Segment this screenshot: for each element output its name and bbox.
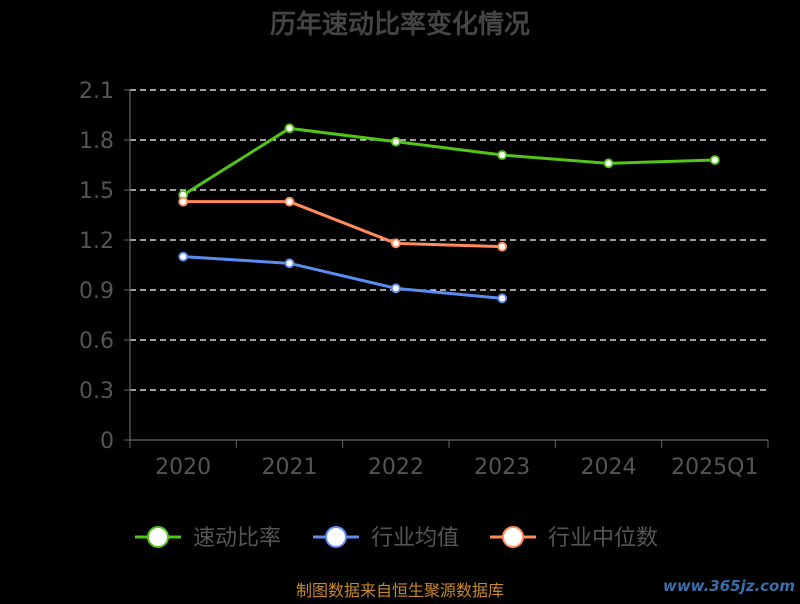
y-tick-label-3: 0.9 (79, 279, 114, 304)
data-point-0-4[interactable] (603, 158, 614, 169)
legend-label-2: 行业中位数 (548, 526, 658, 551)
y-tick-label-1: 0.3 (79, 379, 114, 404)
y-tick-label-7: 2.1 (79, 79, 114, 104)
legend-marker-0 (147, 526, 169, 548)
x-tick-label-1: 2021 (262, 455, 318, 480)
x-tick-label-3: 2023 (474, 455, 530, 480)
legend[interactable]: 速动比率 行业均值 行业中位数 (135, 526, 658, 551)
data-point-2-0[interactable] (178, 196, 189, 207)
data-point-1-0[interactable] (178, 251, 189, 262)
y-tick-label-6: 1.8 (79, 129, 114, 154)
data-point-1-2[interactable] (390, 283, 401, 294)
x-tick-label-0: 2020 (155, 455, 211, 480)
axes: 0 0.3 0.6 0.9 1.2 1.5 1.8 2.1 2020 2021 2022 2023 20… (79, 79, 769, 480)
legend-marker-1 (325, 526, 347, 548)
legend-label-1: 行业均值 (371, 526, 459, 551)
data-source-note: 制图数据来自恒生聚源数据库 (296, 581, 504, 600)
legend-item-2[interactable]: 行业中位数 (490, 526, 658, 551)
y-tick-label-2: 0.6 (79, 329, 114, 354)
data-point-2-2[interactable] (390, 238, 401, 249)
legend-item-0[interactable]: 速动比率 (135, 526, 281, 551)
x-tick-label-4: 2024 (581, 455, 637, 480)
series-line-2 (183, 200, 503, 249)
series-1 (178, 251, 508, 304)
legend-item-1[interactable]: 行业均值 (313, 526, 459, 551)
data-point-2-3[interactable] (497, 241, 508, 252)
data-point-0-2[interactable] (390, 136, 401, 147)
x-tick-label-2: 2022 (368, 455, 424, 480)
data-point-1-3[interactable] (497, 293, 508, 304)
series-layer (178, 123, 720, 304)
grid-lines (130, 89, 768, 391)
data-point-0-3[interactable] (497, 150, 508, 160)
series-line-0 (182, 126, 715, 197)
data-point-0-1[interactable] (284, 123, 295, 134)
chart-title: 历年速动比率变化情况 (270, 9, 530, 40)
series-0 (178, 123, 720, 200)
series-line-1 (183, 255, 503, 300)
data-point-0-5[interactable] (709, 155, 720, 165)
legend-marker-2 (502, 526, 524, 548)
y-tick-label-0: 0 (100, 429, 114, 454)
data-point-1-1[interactable] (284, 258, 295, 269)
y-tick-label-5: 1.5 (79, 179, 114, 204)
y-tick-label-4: 1.2 (79, 229, 114, 254)
series-2 (178, 196, 508, 252)
x-tick-label-5: 2025Q1 (671, 455, 758, 480)
data-point-2-1[interactable] (284, 196, 295, 207)
watermark: www.365jz.com (663, 577, 795, 595)
legend-label-0: 速动比率 (193, 526, 281, 551)
